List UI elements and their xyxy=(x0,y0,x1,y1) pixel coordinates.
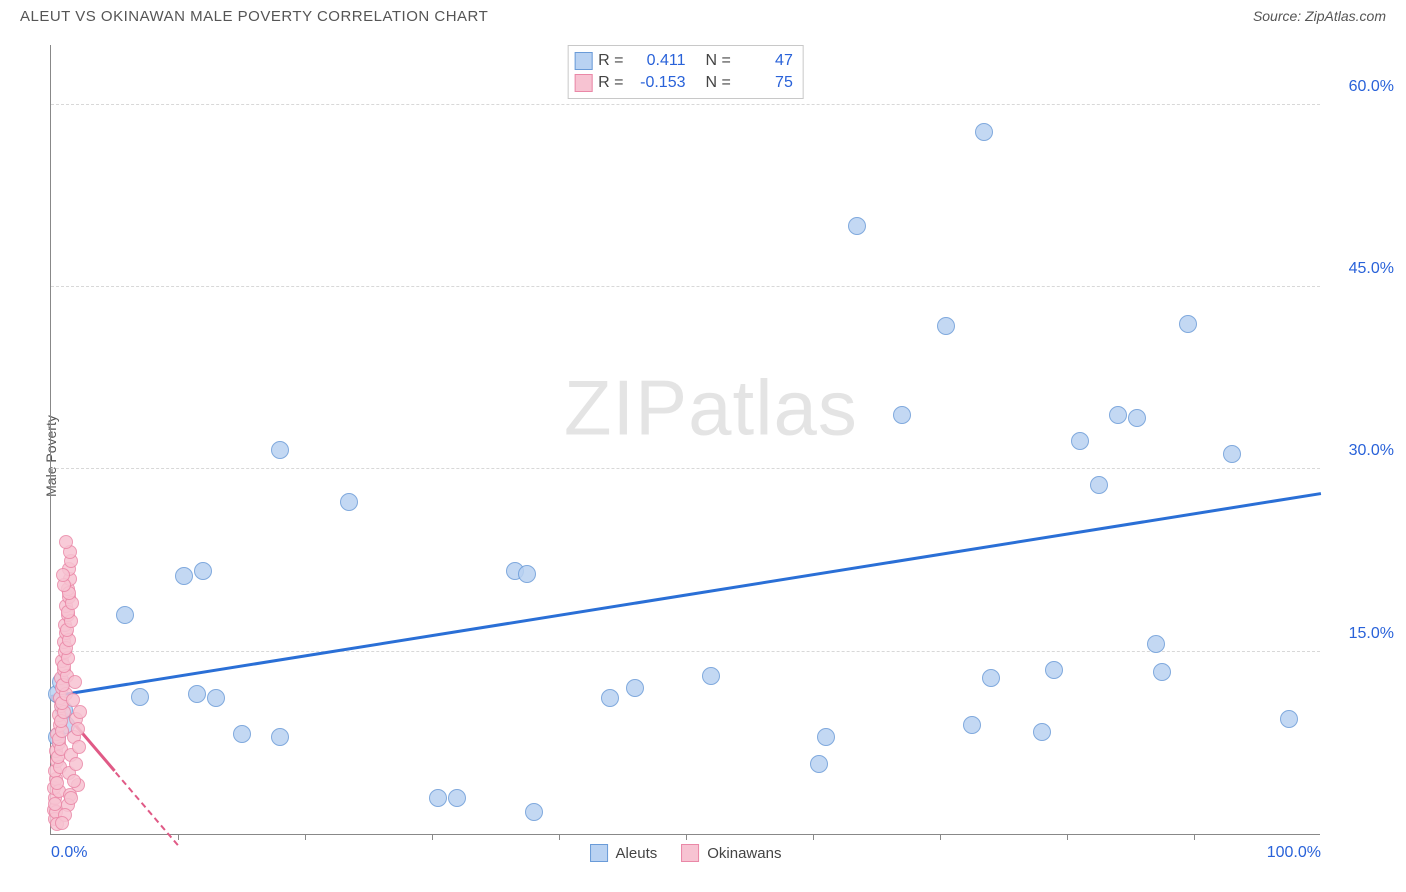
legend-item: Okinawans xyxy=(681,844,781,862)
okinawans-swatch xyxy=(574,74,592,92)
series-legend: Aleuts Okinawans xyxy=(590,844,782,862)
data-point-aleuts xyxy=(188,685,206,703)
okinawans-r-value: -0.153 xyxy=(630,72,686,94)
x-tick-label-min: 0.0% xyxy=(51,844,87,862)
gridline xyxy=(51,104,1320,105)
n-label: N = xyxy=(706,50,731,72)
data-point-aleuts xyxy=(626,679,644,697)
stats-row-aleuts: R = 0.411 N = 47 xyxy=(574,50,793,72)
data-point-aleuts xyxy=(1071,432,1089,450)
data-point-aleuts xyxy=(116,606,134,624)
data-point-okinawans xyxy=(55,816,69,830)
data-point-okinawans xyxy=(69,757,83,771)
data-point-aleuts xyxy=(601,689,619,707)
data-point-aleuts xyxy=(1033,723,1051,741)
data-point-aleuts xyxy=(848,217,866,235)
data-point-aleuts xyxy=(1147,635,1165,653)
data-point-aleuts xyxy=(271,728,289,746)
data-point-aleuts xyxy=(1090,476,1108,494)
trend-line xyxy=(51,492,1321,697)
data-point-okinawans xyxy=(72,740,86,754)
chart-title: ALEUT VS OKINAWAN MALE POVERTY CORRELATI… xyxy=(20,8,488,25)
data-point-aleuts xyxy=(525,803,543,821)
data-point-aleuts xyxy=(194,562,212,580)
n-label: N = xyxy=(706,72,731,94)
data-point-okinawans xyxy=(73,705,87,719)
data-point-aleuts xyxy=(1153,663,1171,681)
chart-container: Male Poverty ZIPatlas R = 0.411 N = 47 R… xyxy=(0,31,1406,881)
y-tick-label: 45.0% xyxy=(1326,260,1394,278)
data-point-aleuts xyxy=(1280,710,1298,728)
data-point-okinawans xyxy=(56,568,70,582)
data-point-okinawans xyxy=(64,791,78,805)
data-point-aleuts xyxy=(702,667,720,685)
data-point-aleuts xyxy=(1045,661,1063,679)
data-point-aleuts xyxy=(1109,406,1127,424)
gridline xyxy=(51,651,1320,652)
y-tick-label: 15.0% xyxy=(1326,625,1394,643)
data-point-aleuts xyxy=(131,688,149,706)
x-tick xyxy=(1194,834,1195,840)
aleuts-swatch xyxy=(574,52,592,70)
r-label: R = xyxy=(598,72,623,94)
data-point-aleuts xyxy=(975,123,993,141)
x-tick xyxy=(940,834,941,840)
r-label: R = xyxy=(598,50,623,72)
data-point-aleuts xyxy=(1179,315,1197,333)
data-point-aleuts xyxy=(340,493,358,511)
stats-legend: R = 0.411 N = 47 R = -0.153 N = 75 xyxy=(567,45,804,99)
data-point-aleuts xyxy=(963,716,981,734)
aleuts-n-value: 47 xyxy=(737,50,793,72)
data-point-aleuts xyxy=(893,406,911,424)
data-point-aleuts xyxy=(518,565,536,583)
data-point-aleuts xyxy=(207,689,225,707)
legend-item: Aleuts xyxy=(590,844,658,862)
data-point-aleuts xyxy=(982,669,1000,687)
legend-swatch xyxy=(681,844,699,862)
data-point-aleuts xyxy=(233,725,251,743)
x-tick xyxy=(686,834,687,840)
legend-label: Okinawans xyxy=(707,845,781,862)
legend-swatch xyxy=(590,844,608,862)
aleuts-r-value: 0.411 xyxy=(630,50,686,72)
data-point-aleuts xyxy=(817,728,835,746)
data-point-aleuts xyxy=(1223,445,1241,463)
source-label: Source: ZipAtlas.com xyxy=(1253,8,1386,25)
data-point-aleuts xyxy=(429,789,447,807)
x-tick xyxy=(1067,834,1068,840)
data-point-okinawans xyxy=(68,675,82,689)
data-point-aleuts xyxy=(1128,409,1146,427)
data-point-okinawans xyxy=(67,774,81,788)
x-tick xyxy=(813,834,814,840)
watermark: ZIPatlas xyxy=(564,362,858,453)
legend-label: Aleuts xyxy=(616,845,658,862)
x-tick xyxy=(305,834,306,840)
plot-area: ZIPatlas R = 0.411 N = 47 R = -0.153 N =… xyxy=(50,45,1320,835)
data-point-aleuts xyxy=(271,441,289,459)
gridline xyxy=(51,468,1320,469)
data-point-okinawans xyxy=(50,776,64,790)
x-tick xyxy=(178,834,179,840)
stats-row-okinawans: R = -0.153 N = 75 xyxy=(574,72,793,94)
data-point-aleuts xyxy=(448,789,466,807)
y-tick-label: 30.0% xyxy=(1326,442,1394,460)
x-tick xyxy=(432,834,433,840)
data-point-aleuts xyxy=(810,755,828,773)
data-point-aleuts xyxy=(175,567,193,585)
gridline xyxy=(51,286,1320,287)
data-point-aleuts xyxy=(937,317,955,335)
x-tick-label-max: 100.0% xyxy=(1267,844,1321,862)
x-tick xyxy=(559,834,560,840)
data-point-okinawans xyxy=(59,535,73,549)
data-point-okinawans xyxy=(71,722,85,736)
y-tick-label: 60.0% xyxy=(1326,78,1394,96)
okinawans-n-value: 75 xyxy=(737,72,793,94)
